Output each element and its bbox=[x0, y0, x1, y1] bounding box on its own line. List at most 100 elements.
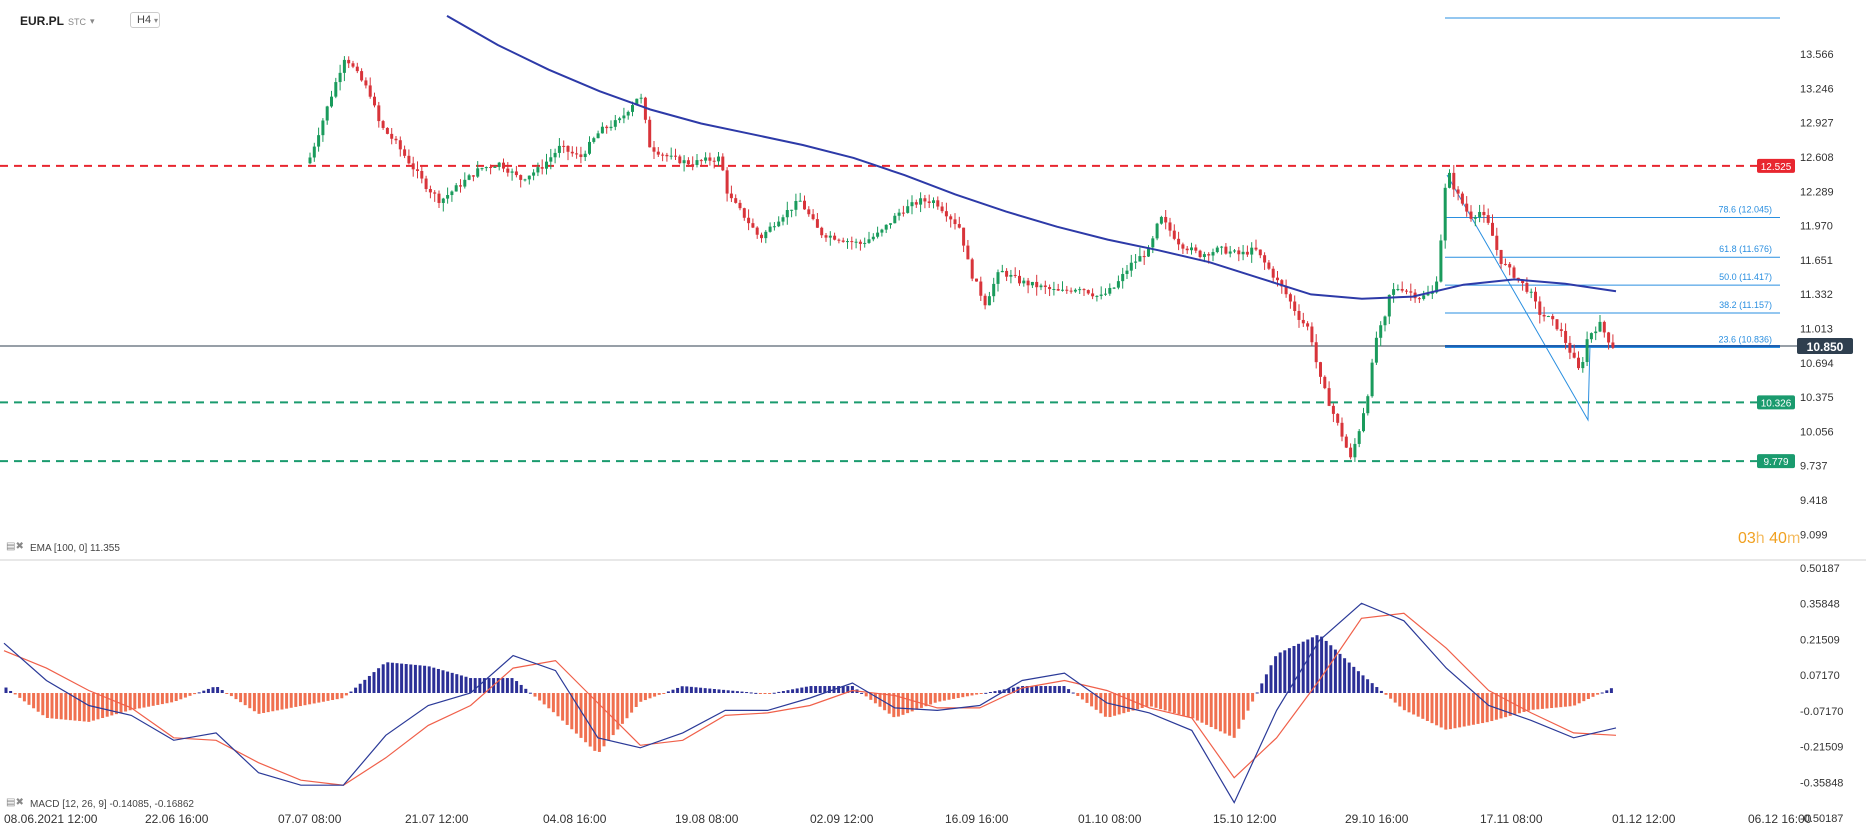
macd-histogram-bar bbox=[1439, 693, 1443, 728]
macd-histogram-bar bbox=[1366, 679, 1370, 693]
candle-body bbox=[1129, 262, 1133, 271]
macd-histogram-bar bbox=[754, 692, 758, 694]
macd-histogram-bar bbox=[1458, 693, 1462, 728]
macd-histogram-bar bbox=[211, 687, 215, 693]
candle-body bbox=[682, 160, 686, 164]
candle-body bbox=[932, 200, 935, 204]
candle-body bbox=[1508, 264, 1512, 268]
ema-label: EMA [100, 0] 11.355 bbox=[30, 543, 120, 554]
candle-body bbox=[674, 155, 677, 157]
macd-histogram-bar bbox=[519, 684, 523, 693]
macd-histogram-bar bbox=[1517, 693, 1521, 714]
macd-histogram-bar bbox=[1214, 693, 1218, 730]
candle-body bbox=[1323, 376, 1327, 389]
fib-level-label: 61.8 (11.676) bbox=[1719, 244, 1772, 254]
macd-histogram-bar bbox=[607, 693, 611, 741]
macd-histogram-bar bbox=[1200, 693, 1204, 723]
candle-body bbox=[661, 154, 665, 156]
macd-histogram-bar bbox=[1596, 693, 1600, 695]
ema-settings-icon[interactable]: ▤✖ bbox=[6, 541, 24, 552]
macd-histogram-bar bbox=[1600, 692, 1604, 694]
candle-body bbox=[889, 223, 892, 225]
price-axis-tick: 11.013 bbox=[1800, 324, 1833, 336]
price-axis-tick: 13.246 bbox=[1800, 83, 1834, 95]
candle-body bbox=[957, 224, 961, 228]
candle-body bbox=[807, 209, 811, 215]
macd-histogram-bar bbox=[312, 693, 316, 704]
macd-histogram-bar bbox=[1195, 693, 1199, 721]
level-badge-label: 10.326 bbox=[1761, 398, 1792, 409]
symbol-label[interactable]: EUR.PL bbox=[20, 14, 65, 28]
candle-body bbox=[596, 133, 600, 139]
macd-axis-tick: 0.21509 bbox=[1800, 634, 1840, 646]
level-badge bbox=[1757, 395, 1795, 410]
macd-histogram-bar bbox=[1048, 686, 1052, 693]
candle-body bbox=[1435, 281, 1439, 293]
macd-histogram-bar bbox=[1508, 693, 1512, 716]
macd-histogram-bar bbox=[197, 692, 201, 694]
candle-body bbox=[897, 212, 901, 216]
macd-histogram-bar bbox=[979, 693, 983, 694]
candle-body bbox=[613, 120, 617, 127]
candle-body bbox=[411, 163, 415, 170]
candle-body bbox=[570, 151, 574, 154]
candle-body bbox=[1422, 295, 1426, 299]
candle-body bbox=[317, 135, 321, 147]
candle-body bbox=[940, 206, 944, 212]
macd-histogram-bar bbox=[538, 693, 542, 701]
macd-histogram-bar bbox=[1573, 693, 1577, 706]
macd-histogram-bar bbox=[1292, 645, 1296, 693]
candle-body bbox=[1108, 287, 1112, 294]
macd-histogram-bar bbox=[846, 686, 850, 693]
candle-body bbox=[1392, 289, 1396, 295]
macd-histogram-bar bbox=[1232, 693, 1236, 738]
candle-body bbox=[351, 63, 355, 67]
macd-histogram-bar bbox=[561, 693, 565, 721]
macd-histogram-bar bbox=[377, 668, 381, 693]
candle-body bbox=[734, 198, 738, 203]
macd-histogram-bar bbox=[1563, 693, 1567, 707]
price-axis-tick: 11.970 bbox=[1800, 221, 1833, 233]
candle-body bbox=[1194, 247, 1198, 251]
candle-body bbox=[1611, 342, 1615, 348]
candle-body bbox=[523, 179, 527, 181]
macd-histogram-bar bbox=[901, 693, 905, 715]
candle-body bbox=[781, 217, 785, 222]
candle-body bbox=[476, 168, 480, 177]
candle-body bbox=[527, 175, 531, 180]
macd-histogram-bar bbox=[32, 693, 36, 709]
candle-body bbox=[678, 156, 682, 164]
macd-histogram-bar bbox=[1407, 693, 1411, 713]
macd-histogram-bar bbox=[487, 678, 491, 693]
macd-histogram-bar bbox=[78, 693, 82, 722]
candle-body bbox=[824, 235, 828, 238]
macd-histogram-bar bbox=[266, 693, 270, 713]
macd-histogram-bar bbox=[869, 693, 873, 700]
timeframe-select[interactable]: H4 bbox=[130, 12, 161, 28]
macd-histogram-bar bbox=[50, 693, 54, 719]
candle-body bbox=[1164, 216, 1168, 223]
macd-histogram-bar bbox=[64, 693, 68, 720]
macd-histogram-bar bbox=[133, 693, 137, 710]
timeframe-dropdown-icon[interactable]: ▾ bbox=[154, 16, 159, 25]
macd-histogram-bar bbox=[814, 686, 818, 693]
macd-histogram-bar bbox=[308, 693, 312, 705]
symbol-dropdown-icon[interactable]: ▾ bbox=[90, 16, 95, 26]
macd-histogram-bar bbox=[275, 693, 279, 711]
candle-body bbox=[1250, 247, 1254, 255]
candle-body bbox=[919, 198, 923, 205]
candle-body bbox=[437, 193, 441, 203]
macd-histogram-bar bbox=[1494, 693, 1498, 720]
macd-histogram-bar bbox=[1163, 693, 1167, 711]
candle-body bbox=[1048, 287, 1052, 290]
macd-histogram-bar bbox=[717, 689, 721, 693]
candle-body bbox=[562, 145, 566, 147]
macd-histogram-bar bbox=[101, 693, 105, 719]
macd-histogram-bar bbox=[956, 693, 960, 699]
candle-body bbox=[970, 259, 974, 279]
candle-body bbox=[691, 164, 695, 166]
macd-settings-icon[interactable]: ▤✖ bbox=[6, 797, 24, 808]
macd-histogram-bar bbox=[1071, 692, 1075, 694]
candle-body bbox=[459, 185, 462, 187]
